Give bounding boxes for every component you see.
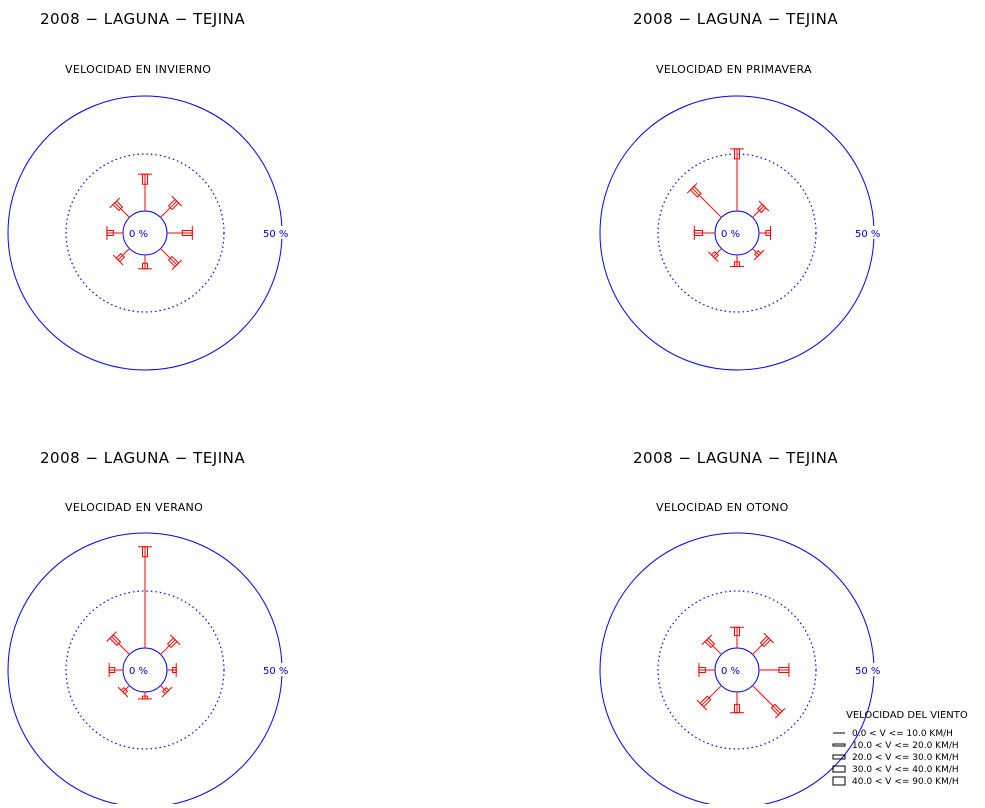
legend-item: 10.0 < V <= 20.0 KM/H: [852, 741, 959, 751]
panel-title: 2008 − LAGUNA − TEJINA: [40, 10, 245, 28]
panel-title: 2008 − LAGUNA − TEJINA: [633, 449, 838, 467]
panel-subtitle: VELOCIDAD EN OTONO: [656, 501, 789, 514]
ray-cap-ne: [171, 195, 183, 207]
ray-se: [752, 685, 781, 714]
center-label: 0 %: [129, 229, 148, 240]
legend-item: 0.0 < V <= 10.0 KM/H: [852, 729, 953, 739]
ray-nw: [114, 202, 130, 218]
mid-ring-dotted: [65, 590, 225, 750]
ray-se: [752, 248, 760, 256]
center-label: 0 %: [721, 666, 740, 677]
ray-cap-se: [753, 249, 765, 261]
ray-nw: [706, 639, 722, 655]
outer-label-gap: [852, 226, 880, 239]
outer-label: 50 %: [855, 666, 880, 677]
wind-rose-panel: 2008 − LAGUNA − TEJINA VELOCIDAD EN PRIMA…: [599, 10, 880, 371]
wind-rays: [686, 148, 771, 267]
ray-cap-sw: [696, 699, 708, 711]
ray-cap-sw: [708, 251, 719, 262]
mid-ring-dotted: [657, 153, 817, 313]
panel-title: 2008 − LAGUNA − TEJINA: [633, 10, 838, 28]
ray-sw: [712, 248, 722, 258]
outer-label: 50 %: [263, 666, 288, 677]
wind-rays: [696, 626, 790, 719]
panel-title: 2008 − LAGUNA − TEJINA: [40, 449, 245, 467]
outer-label-gap: [260, 663, 288, 676]
ray-sw: [701, 685, 722, 706]
wind-rose-panel: 2008 − LAGUNA − TEJINA VELOCIDAD EN INVIE…: [7, 10, 288, 371]
legend-swatch: [832, 743, 846, 747]
mid-ring-dotted: [657, 590, 817, 750]
legend-item: 40.0 < V <= 90.0 KM/H: [852, 777, 959, 787]
wind-rays: [106, 546, 181, 700]
center-label: 0 %: [721, 229, 740, 240]
ray-sw: [117, 248, 130, 261]
ray-se: [160, 685, 168, 693]
ray-cap-sw: [112, 254, 124, 266]
ray-cap-nw: [106, 631, 117, 642]
wind-rose-panel: 2008 − LAGUNA − TEJINA VELOCIDAD EN OTONO…: [599, 449, 880, 808]
ray-ne: [160, 639, 176, 655]
legend-swatch: [832, 765, 846, 773]
ray-cap-se: [774, 707, 786, 719]
legend-item: 30.0 < V <= 40.0 KM/H: [852, 765, 959, 775]
ray-cap-nw: [686, 182, 698, 194]
ray-cap-nw: [109, 197, 121, 209]
outer-label: 50 %: [263, 229, 288, 240]
ray-cap-ne: [763, 632, 775, 644]
ray-cap-se: [171, 259, 183, 271]
ray-cap-se: [161, 686, 173, 698]
panel-subtitle: VELOCIDAD EN VERANO: [65, 501, 203, 514]
ray-se: [160, 248, 178, 266]
wind-rose-panel: 2008 − LAGUNA − TEJINA VELOCIDAD EN VERAN…: [7, 449, 288, 808]
ray-sw: [122, 685, 130, 693]
ray-nw: [691, 187, 722, 218]
ray-ne: [752, 205, 765, 218]
outer-label-gap: [260, 226, 288, 239]
ray-cap-nw: [701, 634, 713, 646]
outer-label: 50 %: [855, 229, 880, 240]
center-label: 0 %: [129, 666, 148, 677]
ray-cap-ne: [169, 634, 181, 646]
outer-label-gap: [852, 663, 880, 676]
ray-nw: [111, 636, 130, 655]
legend-swatch: [832, 754, 846, 760]
ray-cap-sw: [117, 686, 129, 698]
wind-rays: [106, 173, 193, 271]
mid-ring-dotted: [65, 153, 225, 313]
panel-subtitle: VELOCIDAD EN INVIERNO: [65, 63, 211, 76]
ray-ne: [160, 200, 178, 218]
ray-cap-ne: [758, 200, 770, 212]
legend-swatch: [832, 776, 846, 786]
panel-subtitle: VELOCIDAD EN PRIMAVERA: [656, 63, 812, 76]
legend-title: VELOCIDAD DEL VIENTO: [846, 710, 968, 721]
legend-item: 20.0 < V <= 30.0 KM/H: [852, 753, 959, 763]
ray-ne: [752, 637, 770, 655]
speed-legend: VELOCIDAD DEL VIENTO 0.0 < V <= 10.0 KM/H…: [832, 710, 968, 787]
